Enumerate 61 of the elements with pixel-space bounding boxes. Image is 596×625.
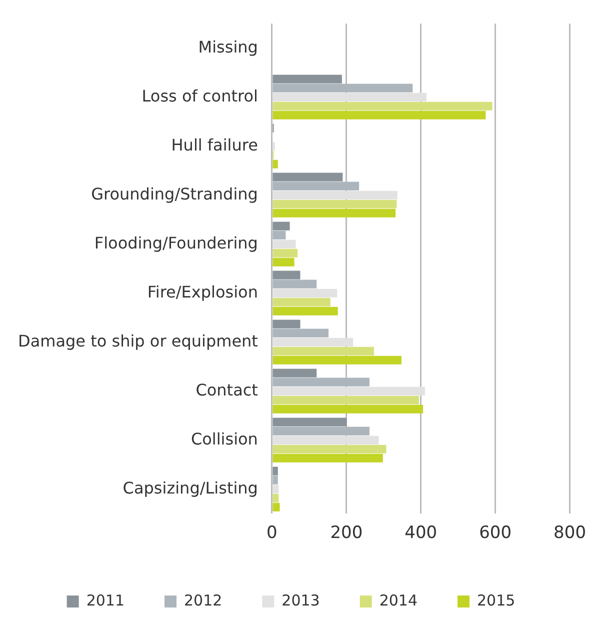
bar xyxy=(272,338,354,346)
x-tick-label: 600 xyxy=(479,523,512,544)
bar xyxy=(272,280,317,288)
bar xyxy=(272,426,370,436)
bar xyxy=(272,418,347,426)
bar xyxy=(272,436,379,444)
y-tick-label: Capsizing/Listing xyxy=(122,478,258,498)
x-tick-label: 400 xyxy=(404,523,438,544)
bar xyxy=(272,190,398,200)
bar xyxy=(272,240,296,248)
x-tick-label: 800 xyxy=(554,523,586,544)
legend-label: 2013 xyxy=(282,591,320,610)
bar xyxy=(272,160,278,168)
bar xyxy=(272,502,280,512)
legend-label: 2015 xyxy=(477,591,516,610)
bar xyxy=(272,306,338,316)
bar xyxy=(272,466,278,476)
bar xyxy=(272,248,298,258)
bar xyxy=(272,208,396,218)
bar xyxy=(272,328,329,338)
y-tick-label: Loss of control xyxy=(142,86,258,106)
bar xyxy=(272,182,360,190)
bar xyxy=(272,444,386,454)
bar xyxy=(272,92,426,102)
y-tick-label: Collision xyxy=(190,429,258,448)
bar xyxy=(272,288,338,298)
legend-label: 2011 xyxy=(86,591,125,610)
bar xyxy=(272,320,300,328)
bar xyxy=(272,476,278,484)
bar xyxy=(272,200,397,208)
bar xyxy=(272,346,374,356)
bar xyxy=(272,454,383,462)
bar xyxy=(272,494,279,502)
bar xyxy=(272,404,424,414)
y-tick-label: Flooding/Foundering xyxy=(94,233,258,252)
y-tick-label: Hull failure xyxy=(171,135,258,154)
bar xyxy=(272,356,402,364)
legend-label: 2014 xyxy=(379,591,418,610)
bar xyxy=(272,110,486,120)
legend-label: 2012 xyxy=(184,591,222,610)
bar xyxy=(272,368,317,378)
y-tick-label: Fire/Explosion xyxy=(147,282,258,302)
bar xyxy=(272,378,370,386)
bar xyxy=(272,386,425,396)
y-tick-label: Grounding/Stranding xyxy=(91,184,258,204)
bar xyxy=(272,102,492,110)
bar xyxy=(272,298,330,306)
bar xyxy=(272,74,342,84)
bar xyxy=(272,84,413,92)
bar xyxy=(272,172,343,182)
bar xyxy=(272,258,294,266)
bar xyxy=(272,222,290,230)
y-tick-label: Contact xyxy=(196,380,258,400)
x-tick-label: 0 xyxy=(266,523,278,544)
bar xyxy=(272,230,286,240)
bar xyxy=(272,484,279,494)
y-tick-label: Missing xyxy=(198,37,258,56)
y-tick-label: Damage to ship or equipment xyxy=(18,331,258,350)
x-tick-label: 200 xyxy=(330,523,363,544)
bar xyxy=(272,396,420,404)
bar xyxy=(272,270,300,280)
